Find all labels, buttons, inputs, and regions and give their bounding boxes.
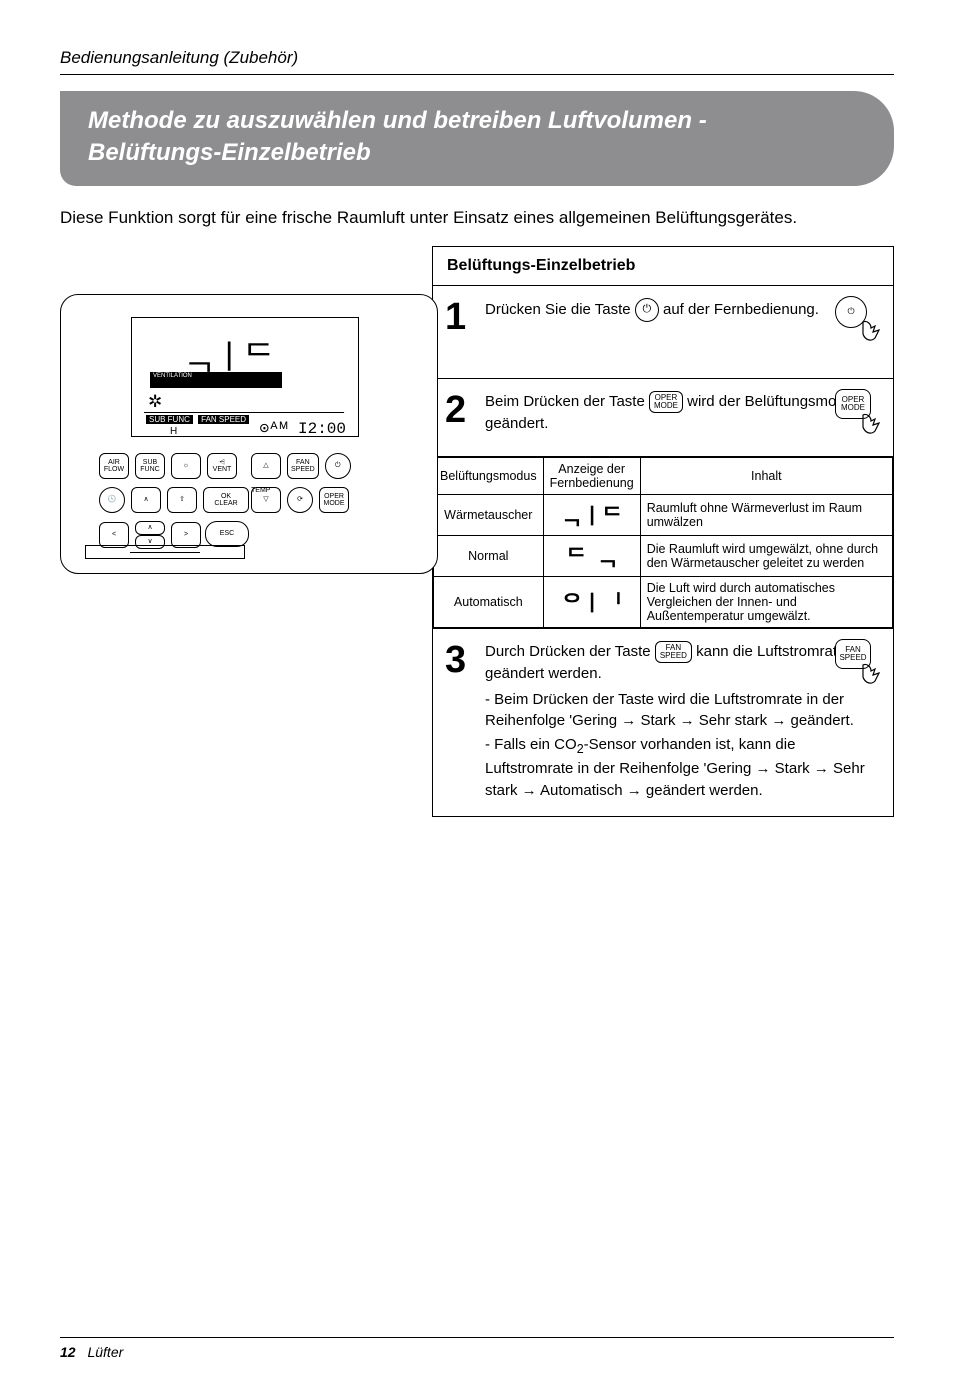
table-row: Normal ᄃ ᆨ Die Raumluft wird umgewälzt, … — [434, 535, 893, 576]
lcd-fanspeed-label: FAN SPEED — [198, 415, 249, 424]
cell-mode: Wärmetauscher — [434, 494, 544, 535]
page-footer: 12 Lüfter — [60, 1337, 894, 1360]
step-1-text-post: auf der Fernbedienung. — [663, 301, 819, 318]
step-1-hand-icon: ⏻ — [835, 296, 883, 344]
footer-section: Lüfter — [87, 1344, 123, 1360]
remote-btn-row-4b: ▽ ⟳ OPER MODE — [251, 487, 349, 513]
modes-table-container: Belüftungsmodus Anzeige der Fernbedienun… — [432, 457, 894, 629]
remote-btn-row-1: AIR FLOW SUB FUNC ☼ ⩤ VENT — [99, 453, 237, 479]
title-line-1: Methode zu auszuwählen und betreiben Luf… — [88, 107, 707, 134]
step-3-bullet-1: - Beim Drücken der Taste wird die Luftst… — [485, 689, 881, 733]
power-button[interactable]: ⏻ — [325, 453, 351, 479]
lcd-time: ⊙ᴬᴹ I2:00 — [260, 418, 346, 438]
col-content: Inhalt — [640, 457, 892, 494]
lcd-h: H — [170, 426, 177, 437]
panel-title: Belüftungs-Einzelbetrieb — [432, 246, 894, 285]
step-2-body: Beim Drücken der Taste OPER MODE wird de… — [485, 391, 881, 442]
cell-glyph: ᄃ ᆨ — [543, 535, 640, 576]
co2-subscript: 2 — [577, 742, 584, 756]
step-3-b2a: - Falls ein CO — [485, 736, 577, 753]
select-button[interactable]: ⟳ — [287, 487, 313, 513]
modes-table: Belüftungsmodus Anzeige der Fernbedienun… — [433, 457, 893, 628]
page-header: Bedienungsanleitung (Zubehör) — [60, 48, 894, 75]
sub-func-button[interactable]: SUB FUNC — [135, 453, 165, 479]
step-1-text-pre: Drücken Sie die Taste — [485, 301, 635, 318]
fan-speed-button[interactable]: FAN SPEED — [287, 453, 319, 479]
caret-up-small-button[interactable]: ∧ — [135, 521, 165, 535]
clock-button[interactable]: 🕓 — [99, 487, 125, 513]
fan-speed-icon: FAN SPEED — [655, 641, 692, 663]
lcd-sub-row: SUB FUNC FAN SPEED — [146, 415, 252, 424]
table-row: Automatisch ᄋ〡ᆝ Die Luft wird durch auto… — [434, 576, 893, 627]
brightness-button[interactable]: ☼ — [171, 453, 201, 479]
ok-clear-button[interactable]: OK CLEAR — [203, 487, 249, 513]
step-3-bullet-2: - Falls ein CO2-Sensor vorhanden ist, ka… — [485, 734, 881, 802]
snow-icon: ✲ — [148, 392, 162, 412]
table-header-row: Belüftungsmodus Anzeige der Fernbedienun… — [434, 457, 893, 494]
up-button[interactable]: △ — [251, 453, 281, 479]
steps-panel: Belüftungs-Einzelbetrieb 1 Drücken Sie d… — [432, 246, 894, 817]
step-1-body: Drücken Sie die Taste ⏻ auf der Fernbedi… — [485, 298, 881, 364]
step-3-body: Durch Drücken der Taste FAN SPEED kann d… — [485, 641, 881, 802]
remote-illustration: ᆨ〡ᄃ VENTILATION ✲ SUB FUNC FAN SPEED H ·… — [60, 294, 438, 574]
oper-mode-icon: OPER MODE — [649, 391, 683, 413]
remote-lcd: ᆨ〡ᄃ VENTILATION ✲ SUB FUNC FAN SPEED H ·… — [131, 317, 359, 437]
page-number: 12 — [60, 1344, 76, 1360]
step-1: 1 Drücken Sie die Taste ⏻ auf der Fernbe… — [432, 285, 894, 379]
step-3-text-pre: Durch Drücken der Taste — [485, 643, 655, 660]
lcd-dots: · · · · · · · — [301, 408, 346, 417]
down-button[interactable]: ▽ — [251, 487, 281, 513]
step-3-hand-icon: FAN SPEED — [835, 639, 883, 687]
intro-text: Diese Funktion sorgt für eine frische Ra… — [60, 208, 894, 228]
step-1-number: 1 — [445, 298, 471, 364]
col-display: Anzeige der Fernbedienung — [543, 457, 640, 494]
power-icon: ⏻ — [635, 298, 659, 322]
lcd-subfunc-label: SUB FUNC — [146, 415, 193, 424]
step-2-text-pre: Beim Drücken der Taste — [485, 393, 649, 410]
oper-mode-button[interactable]: OPER MODE — [319, 487, 349, 513]
remote-btn-row-5b: ESC — [205, 521, 249, 547]
step-2: 2 Beim Drücken der Taste OPER MODE wird … — [432, 379, 894, 457]
lcd-vent-bar: VENTILATION — [150, 372, 282, 388]
air-flow-button[interactable]: AIR FLOW — [99, 453, 129, 479]
step-2-number: 2 — [445, 391, 471, 442]
hand-pointer-icon — [857, 318, 885, 346]
remote-btn-row-3: 🕓 ∧ ⇧ OK CLEAR — [99, 487, 249, 513]
cell-desc: Die Raumluft wird umgewälzt, ohne durch … — [640, 535, 892, 576]
remote-slot — [85, 545, 245, 559]
caret-up-button[interactable]: ∧ — [131, 487, 161, 513]
home-button[interactable]: ⇧ — [167, 487, 197, 513]
esc-button[interactable]: ESC — [205, 521, 249, 547]
cell-glyph: ᄋ〡ᆝ — [543, 576, 640, 627]
col-mode: Belüftungsmodus — [434, 457, 544, 494]
title-bar: Methode zu auszuwählen und betreiben Luf… — [60, 91, 894, 186]
cell-desc: Die Luft wird durch automatisches Vergle… — [640, 576, 892, 627]
cell-desc: Raumluft ohne Wärmeverlust im Raum umwäl… — [640, 494, 892, 535]
step-3: 3 Durch Drücken der Taste FAN SPEED kann… — [432, 629, 894, 817]
table-row: Wärmetauscher ᆨ〡ᄃ Raumluft ohne Wärmever… — [434, 494, 893, 535]
cell-mode: Automatisch — [434, 576, 544, 627]
hand-pointer-icon — [857, 661, 885, 689]
cell-glyph: ᆨ〡ᄃ — [543, 494, 640, 535]
title-line-2: Belüftungs-Einzelbetrieb — [88, 139, 371, 166]
vent-button[interactable]: ⩤ VENT — [207, 453, 237, 479]
step-3-number: 3 — [445, 641, 471, 802]
hand-pointer-icon — [857, 411, 885, 439]
cell-mode: Normal — [434, 535, 544, 576]
remote-btn-row-2: △ FAN SPEED ⏻ — [251, 453, 351, 479]
step-2-hand-icon: OPER MODE — [835, 389, 883, 437]
